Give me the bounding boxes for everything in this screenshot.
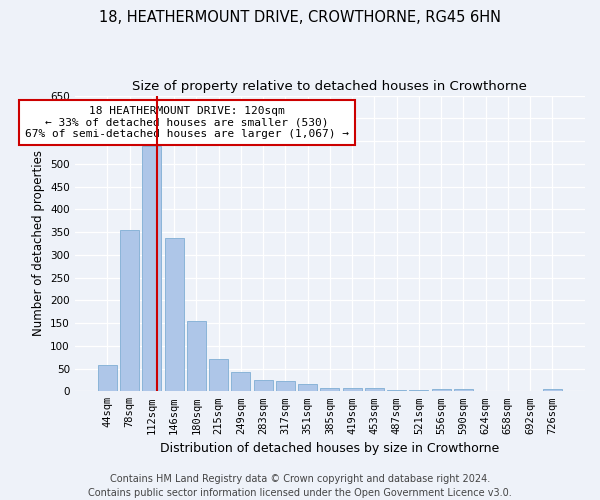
- Text: 18 HEATHERMOUNT DRIVE: 120sqm
← 33% of detached houses are smaller (530)
67% of : 18 HEATHERMOUNT DRIVE: 120sqm ← 33% of d…: [25, 106, 349, 139]
- Bar: [320, 388, 340, 392]
- Bar: [431, 389, 451, 392]
- Bar: [543, 390, 562, 392]
- Bar: [187, 321, 206, 392]
- Bar: [209, 360, 228, 392]
- Bar: [98, 365, 117, 392]
- Bar: [254, 380, 272, 392]
- Title: Size of property relative to detached houses in Crowthorne: Size of property relative to detached ho…: [133, 80, 527, 93]
- Bar: [409, 390, 428, 392]
- Bar: [298, 384, 317, 392]
- Bar: [454, 389, 473, 392]
- Bar: [365, 388, 384, 392]
- Text: Contains HM Land Registry data © Crown copyright and database right 2024.
Contai: Contains HM Land Registry data © Crown c…: [88, 474, 512, 498]
- Y-axis label: Number of detached properties: Number of detached properties: [32, 150, 44, 336]
- Text: 18, HEATHERMOUNT DRIVE, CROWTHORNE, RG45 6HN: 18, HEATHERMOUNT DRIVE, CROWTHORNE, RG45…: [99, 10, 501, 25]
- Bar: [343, 388, 362, 392]
- Bar: [387, 390, 406, 392]
- Bar: [120, 230, 139, 392]
- Bar: [164, 238, 184, 392]
- Bar: [276, 382, 295, 392]
- Bar: [232, 372, 250, 392]
- X-axis label: Distribution of detached houses by size in Crowthorne: Distribution of detached houses by size …: [160, 442, 499, 455]
- Bar: [142, 146, 161, 392]
